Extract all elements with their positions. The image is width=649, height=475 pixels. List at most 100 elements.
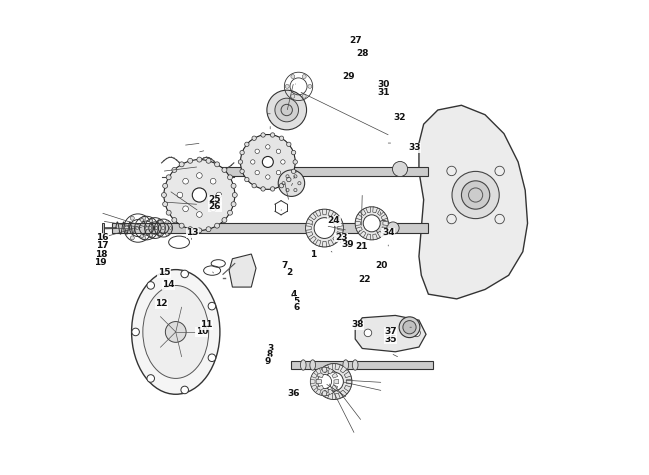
- Text: 17: 17: [96, 241, 109, 250]
- Circle shape: [177, 192, 183, 198]
- Text: 29: 29: [342, 73, 354, 81]
- Polygon shape: [316, 379, 322, 384]
- Circle shape: [238, 160, 243, 164]
- Circle shape: [188, 227, 193, 232]
- Polygon shape: [334, 380, 339, 384]
- Circle shape: [172, 218, 177, 222]
- Text: 26: 26: [209, 202, 221, 211]
- Circle shape: [169, 227, 172, 229]
- Text: 30: 30: [377, 79, 389, 88]
- Circle shape: [162, 227, 165, 229]
- Polygon shape: [317, 385, 324, 391]
- Polygon shape: [315, 210, 321, 217]
- Polygon shape: [310, 380, 315, 384]
- Polygon shape: [323, 391, 326, 396]
- Circle shape: [147, 282, 154, 289]
- Circle shape: [141, 236, 145, 240]
- Circle shape: [495, 166, 504, 176]
- Polygon shape: [360, 231, 366, 238]
- Circle shape: [158, 220, 161, 223]
- Text: 4: 4: [291, 290, 297, 299]
- Polygon shape: [337, 226, 343, 230]
- Circle shape: [240, 169, 244, 173]
- Polygon shape: [321, 390, 328, 397]
- Circle shape: [281, 104, 293, 116]
- Polygon shape: [102, 223, 103, 233]
- Text: 36: 36: [288, 389, 300, 398]
- Circle shape: [252, 136, 256, 141]
- Polygon shape: [355, 315, 426, 352]
- Circle shape: [310, 367, 339, 396]
- Polygon shape: [328, 210, 334, 217]
- Circle shape: [215, 162, 219, 167]
- Polygon shape: [328, 368, 334, 374]
- Circle shape: [293, 160, 297, 164]
- Polygon shape: [221, 167, 428, 176]
- Polygon shape: [332, 372, 337, 378]
- Circle shape: [166, 175, 171, 180]
- Circle shape: [130, 236, 134, 240]
- Polygon shape: [306, 226, 312, 230]
- Text: 28: 28: [356, 49, 369, 58]
- Circle shape: [145, 227, 148, 229]
- Circle shape: [192, 188, 206, 202]
- Circle shape: [245, 142, 249, 146]
- Text: 25: 25: [209, 195, 221, 204]
- Circle shape: [364, 329, 372, 337]
- Circle shape: [461, 181, 490, 209]
- Text: 19: 19: [94, 258, 106, 267]
- Circle shape: [216, 192, 222, 198]
- Circle shape: [302, 75, 306, 78]
- Polygon shape: [336, 219, 343, 224]
- Circle shape: [165, 233, 168, 236]
- Polygon shape: [328, 393, 333, 399]
- Circle shape: [165, 220, 168, 223]
- Polygon shape: [328, 364, 333, 370]
- Circle shape: [222, 218, 227, 222]
- Text: 5: 5: [293, 297, 299, 306]
- Text: 18: 18: [95, 249, 108, 258]
- Text: 15: 15: [158, 268, 170, 277]
- Polygon shape: [378, 231, 384, 238]
- Polygon shape: [345, 385, 351, 391]
- Text: 39: 39: [342, 240, 354, 249]
- Text: 35: 35: [384, 334, 397, 343]
- Circle shape: [447, 214, 456, 224]
- Polygon shape: [333, 237, 339, 243]
- Polygon shape: [340, 366, 347, 373]
- Text: 31: 31: [377, 88, 390, 97]
- Text: 23: 23: [335, 233, 347, 242]
- Circle shape: [188, 158, 193, 163]
- Circle shape: [252, 183, 256, 188]
- Circle shape: [149, 218, 153, 221]
- Circle shape: [255, 171, 260, 175]
- Circle shape: [276, 149, 280, 153]
- Polygon shape: [328, 240, 334, 246]
- Polygon shape: [310, 213, 316, 220]
- Text: 20: 20: [375, 261, 387, 270]
- Circle shape: [262, 156, 273, 167]
- Circle shape: [197, 157, 202, 162]
- Polygon shape: [381, 227, 387, 232]
- Circle shape: [140, 218, 143, 221]
- Circle shape: [279, 136, 284, 141]
- Circle shape: [141, 216, 145, 220]
- Circle shape: [399, 317, 420, 338]
- Text: 7: 7: [281, 261, 288, 270]
- Polygon shape: [347, 379, 352, 384]
- Text: 14: 14: [162, 280, 175, 289]
- Text: 12: 12: [155, 299, 168, 308]
- Circle shape: [208, 303, 215, 310]
- Polygon shape: [366, 234, 371, 240]
- Circle shape: [291, 151, 296, 155]
- Circle shape: [403, 321, 416, 334]
- Polygon shape: [419, 105, 528, 299]
- Polygon shape: [328, 389, 334, 395]
- Circle shape: [278, 170, 304, 197]
- Circle shape: [276, 171, 280, 175]
- Text: 10: 10: [195, 327, 208, 336]
- Polygon shape: [335, 364, 340, 370]
- Circle shape: [179, 223, 184, 228]
- Circle shape: [181, 270, 188, 278]
- Polygon shape: [383, 221, 388, 226]
